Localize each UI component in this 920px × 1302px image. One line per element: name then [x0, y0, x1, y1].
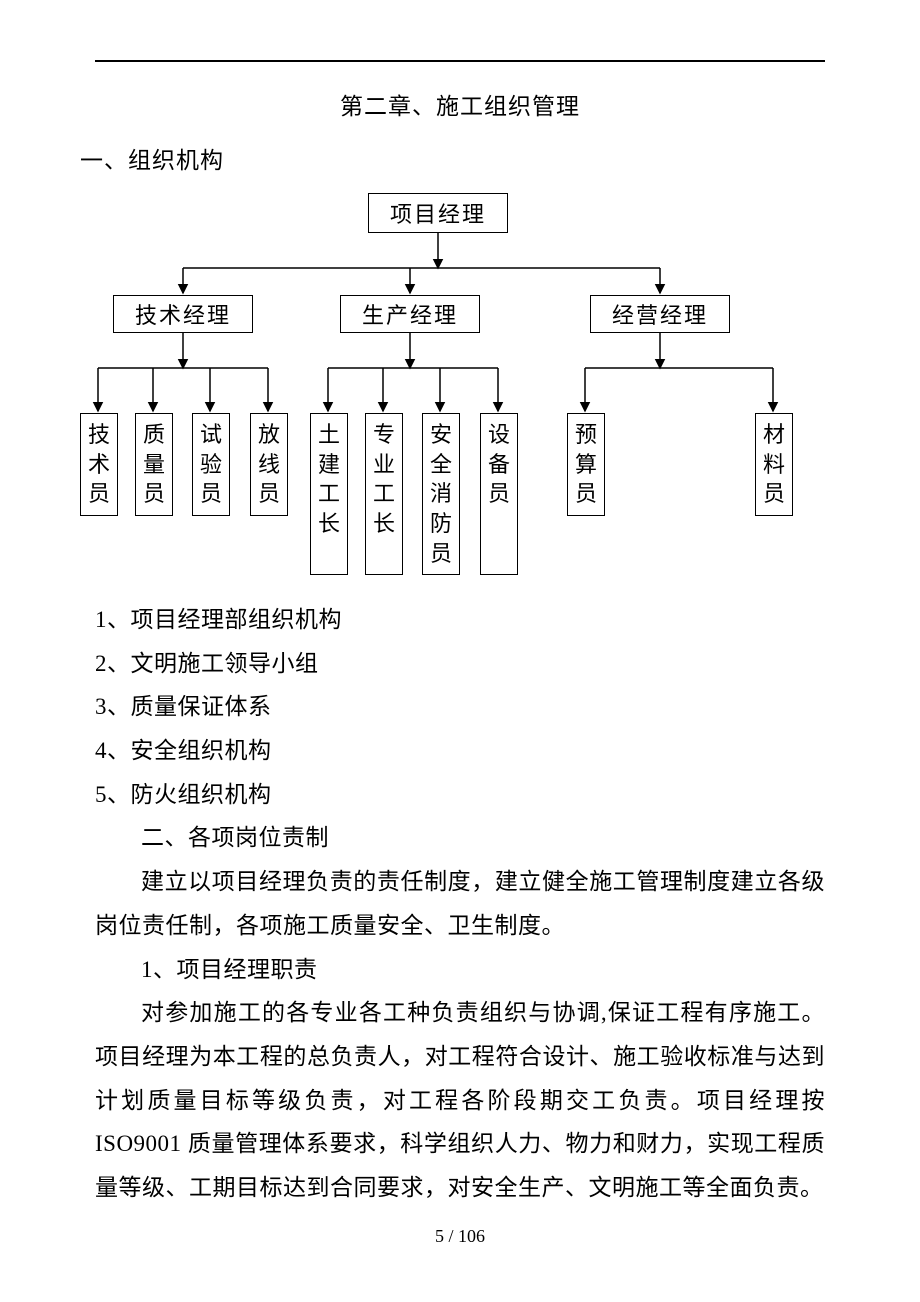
page-number: 5 / 106	[0, 1226, 920, 1247]
list-item-2: 2、文明施工领导小组	[95, 642, 825, 686]
intro-paragraph: 建立以项目经理负责的责任制度，建立健全施工管理制度建立各级岗位责任制，各项施工质…	[95, 860, 825, 947]
org-node-manager-1: 技术经理	[113, 295, 253, 333]
org-leaf-3-1: 预算员	[567, 413, 605, 516]
list-item-4: 4、安全组织机构	[95, 729, 825, 773]
org-node-manager-3: 经营经理	[590, 295, 730, 333]
org-leaf-1-3: 试验员	[192, 413, 230, 516]
list-item-1: 1、项目经理部组织机构	[95, 598, 825, 642]
org-leaf-2-2: 专业工长	[365, 413, 403, 575]
org-leaf-2-1: 土建工长	[310, 413, 348, 575]
org-leaf-1-4: 放线员	[250, 413, 288, 516]
list-item-5: 5、防火组织机构	[95, 773, 825, 817]
duty-heading: 1、项目经理职责	[95, 948, 825, 992]
org-leaf-2-4: 设备员	[480, 413, 518, 575]
org-leaf-1-2: 质量员	[135, 413, 173, 516]
duty-paragraph: 对参加施工的各专业各工种负责组织与协调,保证工程有序施工。项目经理为本工程的总负…	[95, 991, 825, 1209]
org-leaf-2-3: 安全消防员	[422, 413, 460, 575]
org-node-root: 项目经理	[368, 193, 508, 233]
section-1-title: 一、组织机构	[80, 141, 825, 175]
org-chart-connectors	[95, 193, 825, 573]
org-leaf-1-1: 技术员	[80, 413, 118, 516]
chapter-title: 第二章、施工组织管理	[95, 87, 825, 121]
org-leaf-3-2: 材料员	[755, 413, 793, 516]
top-rule	[95, 60, 825, 62]
list-item-3: 3、质量保证体系	[95, 685, 825, 729]
org-chart: 项目经理 技术经理 生产经理 经营经理 技术员 质量员 试验员 放线员 土建工长…	[95, 193, 825, 573]
section-2-title: 二、各项岗位责制	[95, 816, 825, 860]
org-node-manager-2: 生产经理	[340, 295, 480, 333]
body-text: 1、项目经理部组织机构 2、文明施工领导小组 3、质量保证体系 4、安全组织机构…	[95, 598, 825, 1210]
